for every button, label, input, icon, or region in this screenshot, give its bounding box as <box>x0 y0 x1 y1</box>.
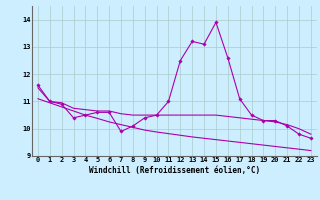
X-axis label: Windchill (Refroidissement éolien,°C): Windchill (Refroidissement éolien,°C) <box>89 166 260 175</box>
